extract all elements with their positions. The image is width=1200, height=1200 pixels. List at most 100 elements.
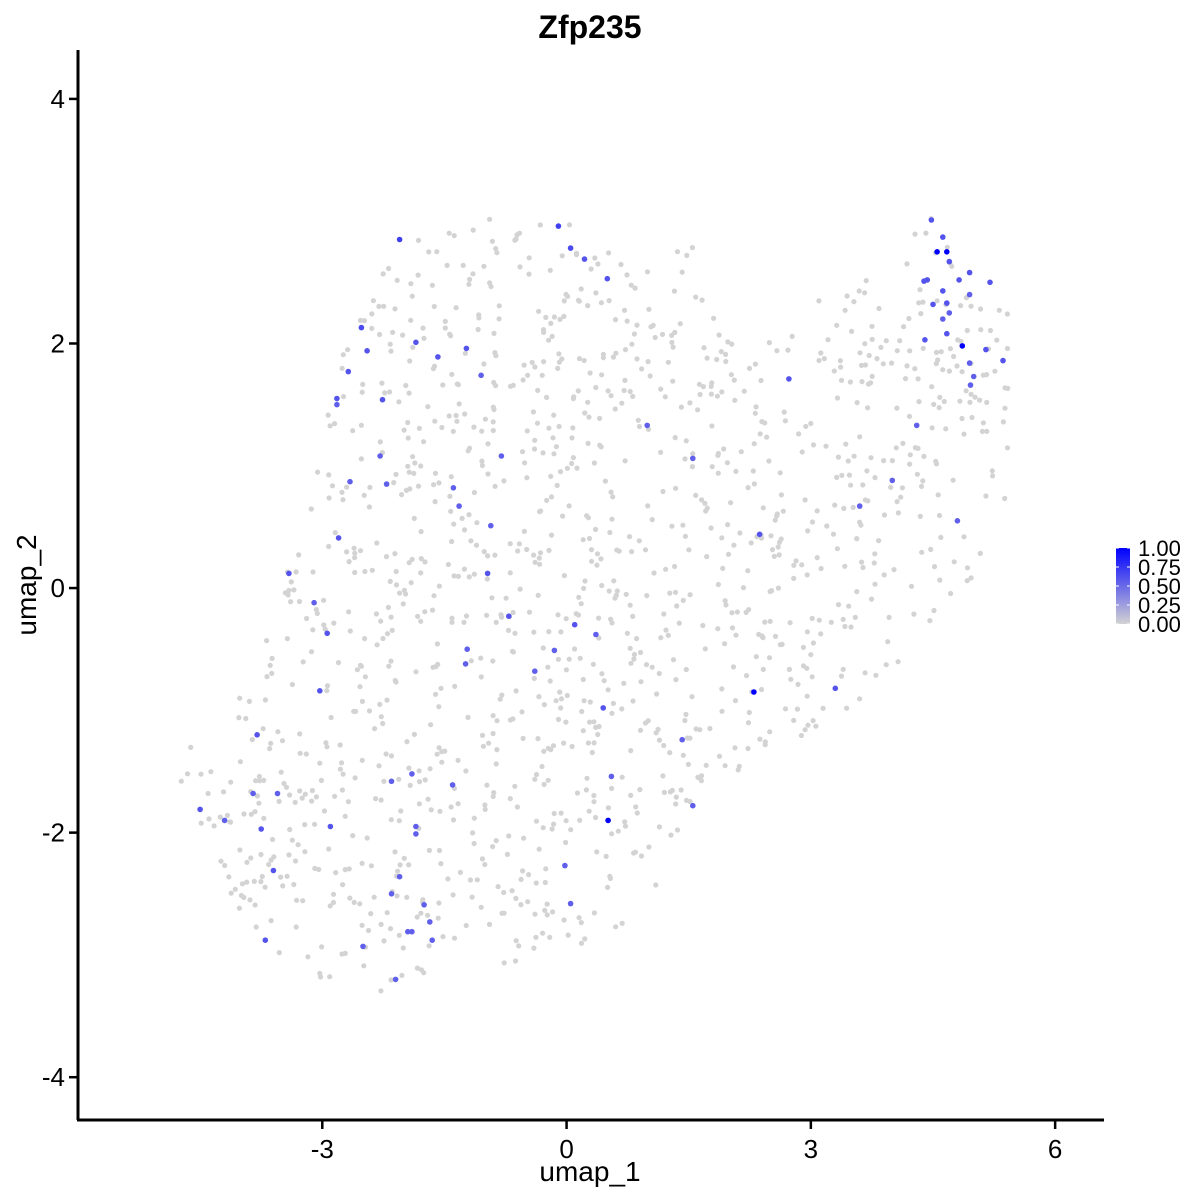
- cell-point: [719, 686, 725, 692]
- cell-point: [543, 314, 549, 320]
- cell-point: [808, 420, 814, 427]
- cell-point: [873, 672, 879, 678]
- cell-point: [740, 585, 747, 591]
- cell-point: [536, 846, 542, 852]
- cell-point: [799, 449, 805, 455]
- cell-point: [585, 740, 592, 746]
- cell-point: [799, 562, 805, 568]
- cell-point: [459, 515, 465, 522]
- expressed-cell-point: [983, 346, 989, 353]
- cell-point: [462, 350, 468, 356]
- cell-point: [693, 294, 699, 300]
- cell-point: [847, 379, 854, 385]
- cell-point: [622, 819, 628, 825]
- cell-point: [339, 787, 345, 793]
- cell-point: [606, 298, 612, 304]
- cell-point: [978, 327, 984, 333]
- cell-point: [312, 865, 318, 872]
- cell-point: [380, 271, 386, 277]
- cell-point: [557, 316, 563, 322]
- cell-point: [506, 833, 512, 839]
- cell-point: [281, 780, 287, 787]
- cell-point: [463, 922, 469, 929]
- cell-point: [656, 737, 663, 743]
- expressed-cell-point: [324, 630, 331, 637]
- cell-point: [445, 561, 451, 568]
- cell-point: [435, 661, 441, 668]
- cell-point: [779, 641, 785, 648]
- cell-point: [880, 361, 886, 367]
- cell-point: [403, 382, 409, 389]
- cell-point: [366, 504, 372, 510]
- cell-point: [610, 354, 617, 360]
- cell-point: [228, 779, 234, 785]
- cell-point: [507, 541, 513, 547]
- expressed-cell-point: [311, 599, 317, 606]
- cell-point: [672, 563, 678, 570]
- cell-point: [563, 667, 570, 673]
- cell-point: [673, 485, 679, 491]
- cell-point: [531, 446, 538, 452]
- cell-point: [439, 759, 445, 765]
- cell-point: [328, 714, 334, 721]
- cell-point: [442, 748, 448, 754]
- cell-point: [287, 792, 293, 798]
- cell-point: [1002, 495, 1008, 502]
- cell-point: [959, 369, 965, 375]
- cell-point: [532, 776, 538, 782]
- expressed-cell-point: [388, 891, 395, 897]
- cell-point: [446, 413, 452, 419]
- cell-point: [766, 655, 773, 661]
- cell-point: [436, 900, 442, 906]
- cell-point: [673, 677, 679, 683]
- cell-point: [984, 428, 990, 434]
- cell-point: [501, 478, 507, 484]
- cell-point: [555, 365, 561, 371]
- expressed-cell-point: [889, 477, 896, 484]
- cell-point: [333, 870, 339, 876]
- cell-point: [470, 271, 476, 277]
- cell-point: [449, 371, 455, 377]
- cell-point: [558, 810, 564, 816]
- cell-point: [842, 563, 848, 569]
- cell-point: [734, 609, 741, 615]
- expressed-cell-point: [254, 732, 260, 738]
- expressed-cell-point: [270, 867, 277, 874]
- cell-point: [222, 862, 228, 869]
- cell-point: [434, 751, 440, 757]
- cell-point: [471, 424, 477, 430]
- cell-point: [918, 483, 925, 489]
- cell-point: [388, 614, 394, 620]
- x-tick-label: -3: [311, 1134, 334, 1164]
- cell-point: [851, 453, 857, 459]
- cell-point: [750, 468, 756, 474]
- cell-point: [569, 743, 575, 750]
- cell-point: [683, 666, 689, 673]
- cell-point: [507, 570, 513, 576]
- cell-point: [612, 595, 618, 601]
- cell-point: [370, 298, 376, 304]
- cell-point: [574, 465, 580, 471]
- cell-point: [305, 954, 311, 960]
- cell-point: [599, 582, 605, 589]
- cell-point: [586, 808, 592, 814]
- cell-point: [381, 938, 387, 944]
- cell-point: [834, 322, 840, 328]
- cell-point: [674, 827, 681, 833]
- cell-point: [345, 799, 351, 805]
- expressed-cell-point: [484, 570, 491, 577]
- cell-point: [809, 674, 815, 680]
- cell-point: [551, 314, 558, 320]
- cell-point: [568, 827, 574, 833]
- cell-point: [789, 333, 795, 339]
- cell-point: [589, 558, 595, 564]
- expressed-cell-point: [562, 862, 568, 869]
- cell-point: [656, 670, 662, 677]
- cell-point: [548, 320, 554, 326]
- cell-point: [791, 575, 797, 582]
- expressed-cell-point: [488, 522, 494, 529]
- expressed-cell-point: [644, 422, 650, 429]
- cell-point: [410, 344, 416, 350]
- cell-point: [264, 638, 270, 644]
